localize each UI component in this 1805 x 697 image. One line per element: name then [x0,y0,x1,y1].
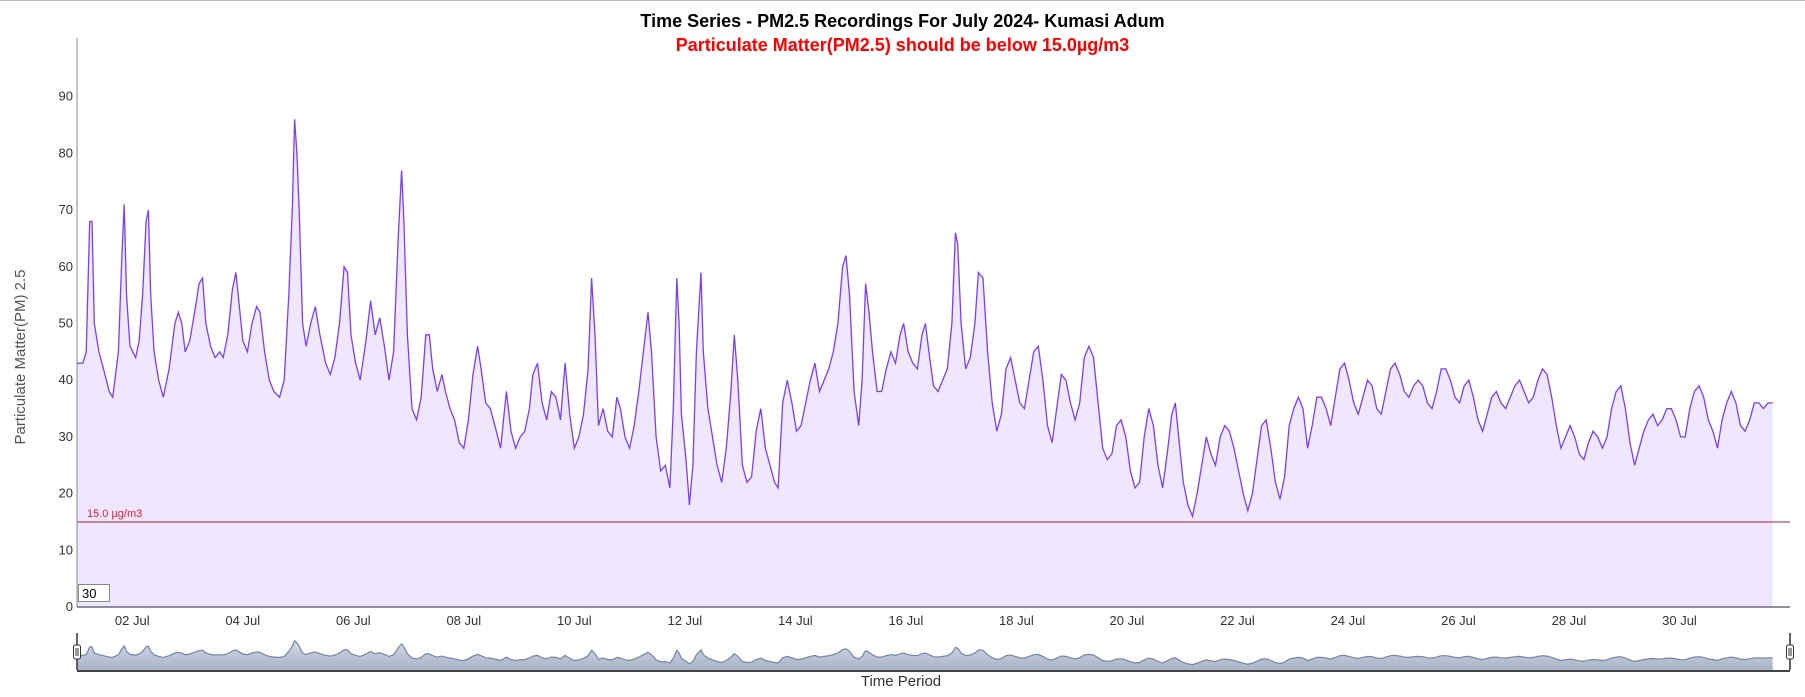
threshold-label: 15.0 µg/m3 [87,508,142,520]
series-line [77,119,1773,519]
plot-area: 0 10 20 30 40 50 60 70 80 90 02 Jul 04 Jul 06 Jul 08 … [59,38,1794,672]
navigator-handle-left[interactable] [73,633,81,670]
x-tick-label: 30 Jul [1662,613,1697,628]
x-tick-label: 08 Jul [446,613,481,628]
x-tick-label: 22 Jul [1220,613,1255,628]
y-tick-label: 80 [59,145,73,160]
navigator-handle-right[interactable] [1786,633,1794,670]
top-border [0,0,1805,1]
x-tick-label: 14 Jul [778,613,813,628]
y-tick-label: 50 [59,316,73,331]
x-tick-label: 12 Jul [667,613,702,628]
handle-grip [73,644,81,660]
y-tick-label: 10 [59,542,73,557]
chart-subtitle: Particulate Matter(PM2.5) should be belo… [675,35,1130,55]
y-tick-label: 20 [59,486,73,501]
y-tick-label: 90 [59,89,73,104]
series-area [77,119,1773,608]
x-tick-label: 16 Jul [889,613,924,628]
chart-title: Time Series - PM2.5 Recordings For July … [640,11,1165,31]
y-tick-label: 30 [59,429,73,444]
x-tick-label: 26 Jul [1441,613,1476,628]
navigator-area [77,640,1773,670]
y-tick-label: 40 [59,372,73,387]
range-input[interactable]: 30 [78,584,110,602]
x-tick-label: 10 Jul [557,613,592,628]
x-tick-label: 04 Jul [225,613,260,628]
y-tick-label: 60 [59,259,73,274]
x-tick-label: 18 Jul [999,613,1034,628]
x-tick-label: 28 Jul [1552,613,1587,628]
y-tick-label: 70 [59,202,73,217]
y-tick-label: 0 [66,599,73,614]
x-tick-label: 24 Jul [1331,613,1366,628]
x-tick-label: 02 Jul [115,613,150,628]
navigator-line [77,639,1773,666]
handle-grip [1786,644,1794,660]
x-axis-label: Time Period [861,673,941,690]
x-tick-label: 20 Jul [1110,613,1145,628]
x-tick-label: 06 Jul [336,613,371,628]
y-axis-label: Particulate Matter(PM) 2.5 [12,269,29,444]
